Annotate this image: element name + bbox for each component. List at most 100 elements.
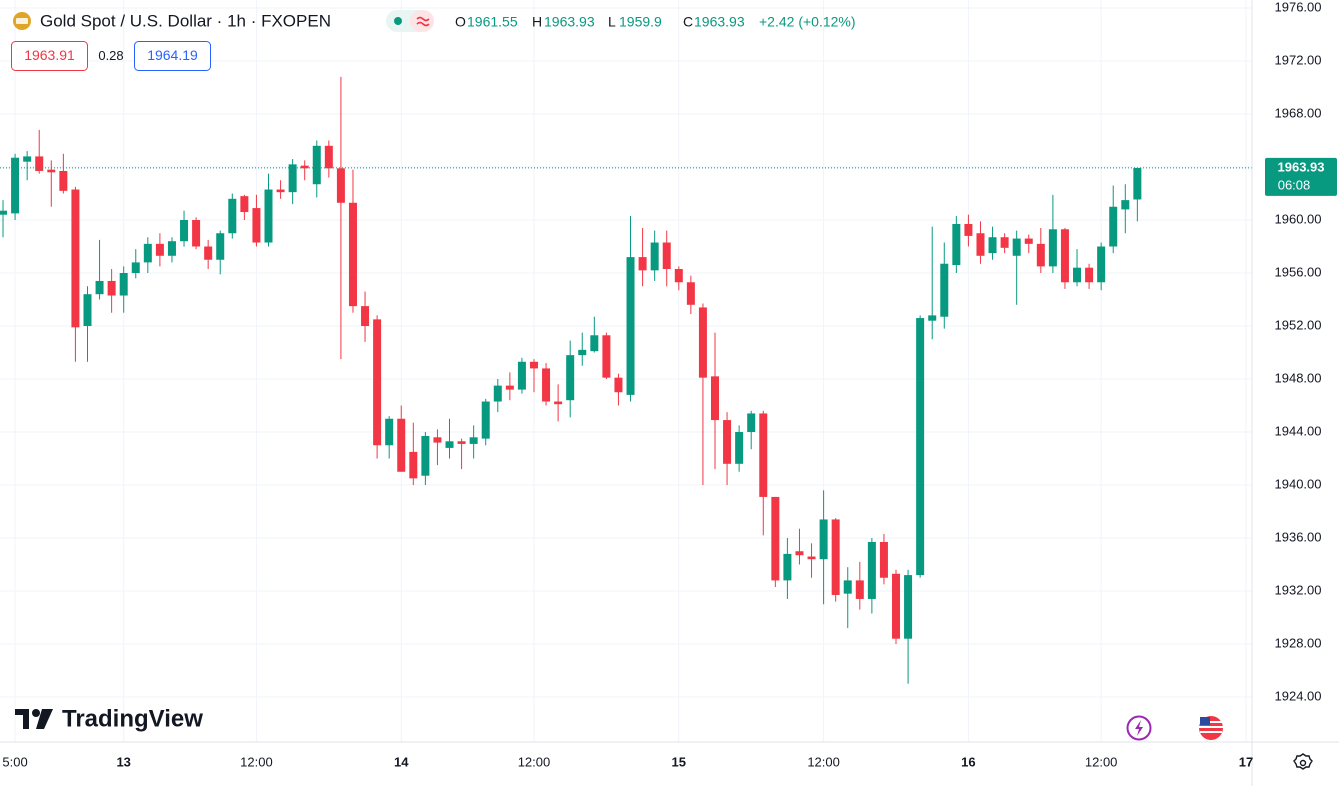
delay-icon — [416, 16, 430, 27]
x-tick-label: 16 — [961, 754, 975, 769]
candle-layer — [0, 76, 1252, 684]
candle-body — [131, 262, 140, 273]
candle-body — [300, 165, 309, 169]
x-tick-label: 12:00 — [1085, 754, 1118, 769]
candle-body — [228, 198, 237, 234]
candle-body — [1012, 238, 1021, 256]
settings-icon-center — [1299, 759, 1307, 767]
y-tick-label: 1948.00 — [1275, 370, 1322, 385]
candle-body — [566, 355, 575, 401]
candle-body — [783, 553, 792, 581]
candle-body — [204, 246, 213, 260]
candle-body — [493, 385, 502, 402]
candle-body — [1024, 238, 1033, 244]
candle-body — [35, 156, 44, 171]
status-pill-right[interactable] — [410, 10, 434, 32]
x-tick-label: 12:00 — [240, 754, 273, 769]
candle-body — [107, 280, 116, 296]
logo-mark-slash — [36, 709, 53, 729]
events-bolt — [1135, 720, 1143, 736]
x-tick-label: 12:00 — [807, 754, 840, 769]
candle-body — [95, 280, 104, 295]
change-value: +2.42 (+0.12%) — [759, 14, 856, 30]
candle-body — [47, 169, 56, 173]
settings-icon[interactable] — [1293, 753, 1313, 770]
tradingview-logo: TradingView — [15, 705, 203, 732]
candle-body — [433, 437, 442, 443]
candle-body — [723, 420, 732, 464]
candle-body — [626, 257, 635, 395]
candle-body — [1109, 206, 1118, 247]
candle-body — [373, 319, 382, 446]
logo-mark — [15, 709, 29, 729]
axis-layer: 1924.00 1928.00 1932.00 1936.00 1940.00 1944.… — [2, 0, 1337, 769]
candle-body — [0, 210, 8, 215]
candle-body — [650, 242, 659, 271]
candle-body — [831, 519, 840, 595]
x-tick-label: 5:00 — [2, 754, 27, 769]
candle-body — [698, 307, 707, 378]
bid-price[interactable]: 1963.91 — [24, 47, 75, 63]
candle-body — [867, 541, 876, 599]
candle-body — [252, 208, 261, 243]
candle-body — [940, 263, 949, 317]
candle-body — [1048, 229, 1057, 267]
candle-body — [397, 418, 406, 472]
candle-body — [710, 376, 719, 421]
ohlc-value: 1963.93 — [544, 14, 595, 30]
candle-body — [1085, 267, 1094, 283]
candle-body — [59, 170, 68, 191]
grid-layer — [0, 0, 1252, 742]
ohlc-label: O — [455, 14, 466, 30]
candle-body — [143, 243, 152, 263]
candle-body — [445, 441, 454, 448]
ohlc-label: L — [608, 14, 616, 30]
symbol-title[interactable]: Gold Spot / U.S. Dollar · 1h · FXOPEN — [40, 11, 331, 30]
y-tick-label: 1924.00 — [1275, 688, 1322, 703]
candle-body — [843, 580, 852, 594]
y-tick-label: 1968.00 — [1275, 105, 1322, 120]
spread: 0.28 — [98, 48, 123, 63]
candle-body — [180, 220, 189, 242]
y-tick-label: 1972.00 — [1275, 52, 1322, 67]
candle-body — [216, 233, 225, 260]
candle-body — [554, 401, 563, 405]
x-tick-label: 14 — [394, 754, 409, 769]
candle-body — [481, 401, 490, 439]
candle-body — [662, 242, 671, 270]
candle-body — [988, 237, 997, 254]
flag-canton — [1200, 717, 1210, 725]
candle-body — [348, 202, 357, 307]
candle-body — [916, 318, 925, 576]
candle-body — [976, 233, 985, 256]
buy-button[interactable] — [134, 41, 211, 71]
x-tick-label: 17 — [1239, 754, 1253, 769]
candle-body — [324, 145, 333, 169]
y-tick-label: 1928.00 — [1275, 635, 1322, 650]
candle-body — [1097, 246, 1106, 283]
ohlc-value: 1963.93 — [694, 14, 745, 30]
sell-button[interactable] — [11, 41, 88, 71]
candle-body — [469, 437, 478, 444]
candle-body — [879, 541, 888, 578]
candle-body — [807, 556, 816, 560]
candle-body — [542, 368, 551, 402]
candle-body — [759, 413, 768, 497]
y-tick-label: 1944.00 — [1275, 423, 1322, 438]
candle-body — [747, 413, 756, 432]
candle-body — [638, 257, 647, 271]
candle-body — [1133, 167, 1142, 200]
market-open-dot — [394, 17, 402, 25]
ask-price[interactable]: 1964.19 — [147, 47, 198, 63]
ohlc-label: C — [683, 14, 693, 30]
candle-body — [457, 441, 466, 444]
x-tick-label: 13 — [116, 754, 130, 769]
ohlc-value: 1961.55 — [467, 14, 518, 30]
ohlc-value: 1959.9 — [619, 14, 662, 30]
last-price-label: 1963.93 — [1278, 159, 1325, 174]
candle-body — [1121, 200, 1130, 210]
candle-body — [421, 435, 430, 476]
candle-body — [674, 269, 683, 283]
